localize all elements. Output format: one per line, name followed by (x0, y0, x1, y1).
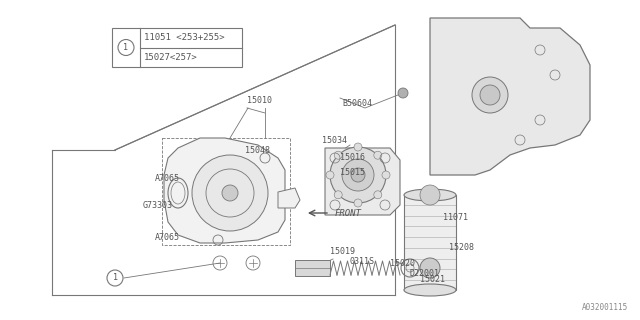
Circle shape (326, 171, 334, 179)
Text: 15019: 15019 (330, 247, 355, 257)
Text: D22001: D22001 (410, 268, 440, 277)
Bar (404, 195, 456, 290)
Text: 1: 1 (113, 274, 118, 283)
Text: 15021: 15021 (420, 276, 445, 284)
Circle shape (374, 151, 382, 159)
Text: A032001115: A032001115 (582, 303, 628, 312)
Text: A7065: A7065 (155, 173, 180, 182)
Circle shape (351, 168, 365, 182)
Text: G73303: G73303 (143, 201, 173, 210)
Bar (112, 28, 242, 67)
Circle shape (480, 85, 500, 105)
Text: 15027<257>: 15027<257> (144, 53, 198, 62)
Circle shape (472, 77, 508, 113)
Text: 11051 <253+255>: 11051 <253+255> (144, 33, 225, 42)
Ellipse shape (404, 189, 456, 201)
Circle shape (420, 258, 440, 278)
Text: 0311S: 0311S (350, 258, 375, 267)
Text: B50604: B50604 (342, 99, 372, 108)
Text: 15015: 15015 (340, 167, 365, 177)
Circle shape (222, 185, 238, 201)
Circle shape (398, 88, 408, 98)
Circle shape (354, 199, 362, 207)
Circle shape (354, 143, 362, 151)
Polygon shape (278, 188, 300, 208)
Bar (295, 260, 330, 276)
Circle shape (374, 191, 382, 199)
Circle shape (192, 155, 268, 231)
Circle shape (420, 185, 440, 205)
Text: 11071: 11071 (443, 213, 468, 222)
Circle shape (342, 159, 374, 191)
Text: 15016: 15016 (340, 153, 365, 162)
Text: 15208: 15208 (449, 244, 474, 252)
Polygon shape (164, 138, 285, 243)
Text: 15010: 15010 (247, 95, 272, 105)
Circle shape (330, 147, 386, 203)
Polygon shape (430, 18, 590, 175)
Polygon shape (325, 148, 400, 215)
Text: A7065: A7065 (155, 233, 180, 242)
Circle shape (334, 151, 342, 159)
Text: FRONT: FRONT (335, 209, 362, 218)
Text: 15048: 15048 (245, 146, 270, 155)
Text: 15020: 15020 (390, 259, 415, 268)
Text: 1: 1 (124, 43, 129, 52)
Ellipse shape (404, 284, 456, 296)
Circle shape (382, 171, 390, 179)
Text: 15034: 15034 (322, 135, 347, 145)
Circle shape (334, 191, 342, 199)
